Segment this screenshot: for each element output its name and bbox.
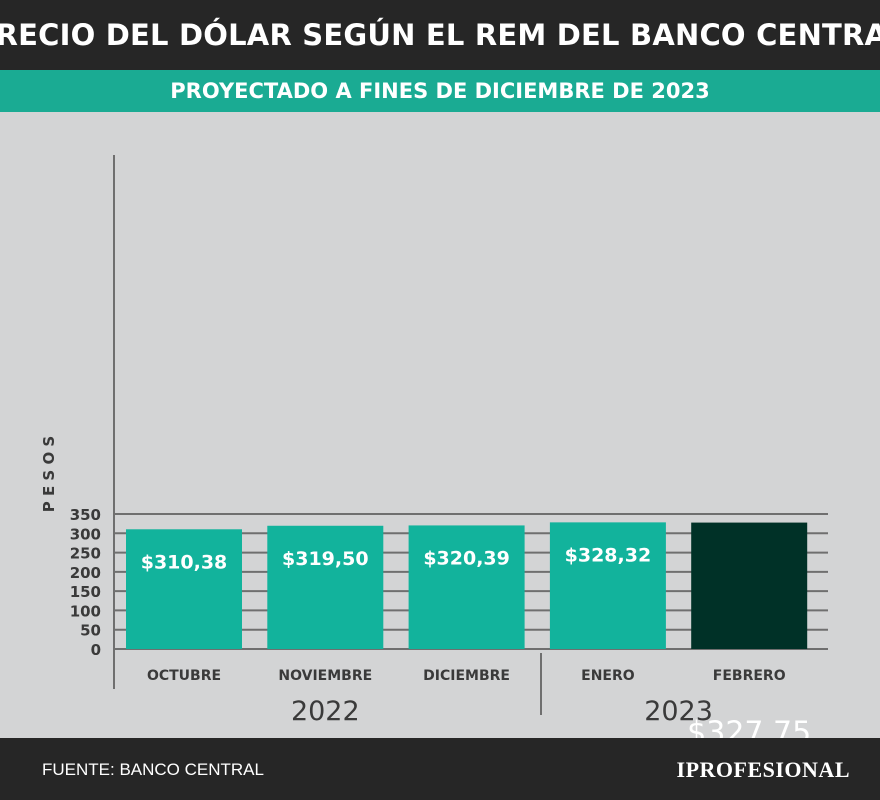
subtitle-bar: PROYECTADO A FINES DE DICIEMBRE DE 2023	[0, 70, 880, 112]
year-group-label: 2023	[644, 696, 713, 727]
x-tick-label: ENERO	[581, 668, 635, 684]
y-tick-label: 350	[70, 506, 101, 524]
bar	[126, 529, 242, 649]
x-tick-label: DICIEMBRE	[423, 668, 510, 684]
y-tick-label: 50	[80, 622, 101, 640]
y-tick-label: 200	[70, 564, 101, 582]
y-tick-label: 300	[70, 525, 101, 543]
bar	[408, 525, 525, 649]
bar-data-label: $319,50	[282, 548, 369, 570]
publisher-logo: IPROFESIONAL	[676, 757, 850, 782]
bar-data-label: $327,75	[687, 716, 811, 738]
y-axis-label: P E S O S	[40, 436, 58, 513]
x-tick-label: OCTUBRE	[147, 668, 221, 684]
bar-data-label: $320,39	[423, 547, 510, 569]
x-tick-label: FEBRERO	[713, 668, 786, 684]
x-tick-label: NOVIEMBRE	[278, 668, 372, 684]
bar-data-label: $328,32	[565, 544, 652, 566]
plot-area: 0 50 100 150 200 250 300 350 P E S O S $310,38 OCT…	[0, 112, 880, 738]
bar-data-label: $310,38	[141, 551, 228, 573]
chart-title: PRECIO DEL DÓLAR SEGÚN EL REM DEL BANCO …	[0, 18, 880, 52]
chart-subtitle: PROYECTADO A FINES DE DICIEMBRE DE 2023	[170, 79, 710, 103]
title-bar: PRECIO DEL DÓLAR SEGÚN EL REM DEL BANCO …	[0, 0, 880, 70]
bar	[267, 525, 384, 649]
y-tick-label: 250	[70, 545, 101, 563]
source-note: FUENTE: BANCO CENTRAL	[42, 760, 264, 779]
y-tick-label: 150	[70, 583, 101, 601]
bar	[691, 522, 808, 649]
y-tick-label: 100	[70, 602, 101, 620]
year-group-label: 2022	[291, 696, 360, 727]
y-tick-label: 0	[91, 641, 101, 659]
bar	[549, 522, 666, 649]
footer-bar: FUENTE: BANCO CENTRAL IPROFESIONAL	[0, 738, 880, 800]
